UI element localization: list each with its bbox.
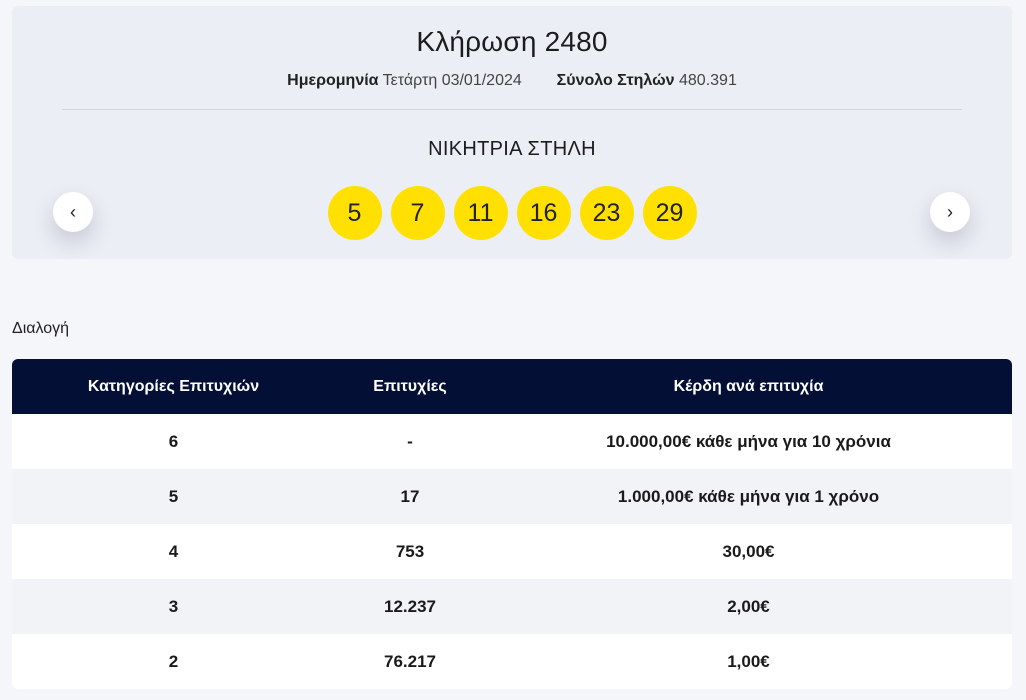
number-ball: 29 (642, 186, 697, 240)
prize-cell: 30,00€ (722, 541, 775, 561)
category-cell: 5 (168, 486, 179, 506)
number-ball: 7 (390, 186, 445, 240)
number-ball: 11 (453, 186, 508, 240)
header-prize: Κέρδη ανά επιτυχία (673, 377, 824, 395)
prize-cell: 10.000,00€ κάθε μήνα για 10 χρόνια (606, 431, 891, 451)
category-cell: 2 (168, 651, 179, 671)
columns-value: 480.391 (679, 72, 737, 89)
draw-title: Κλήρωση 2480 (416, 26, 608, 57)
prize-cell: 2,00€ (727, 596, 770, 616)
columns-label: Σύνολο Στηλών (556, 72, 675, 89)
draw-card: Κλήρωση 2480 Ημερομηνία Τετάρτη 03/01/20… (12, 6, 1012, 259)
table-row: 3 12.237 2,00€ (12, 579, 1012, 634)
table-row: 6 - 10.000,00€ κάθε μήνα για 10 χρόνια (12, 414, 1012, 469)
winners-cell: - (407, 431, 413, 451)
chevron-left-icon: ‹ (70, 201, 76, 222)
number-ball: 16 (516, 186, 571, 240)
number-ball: 23 (579, 186, 634, 240)
category-cell: 6 (168, 431, 179, 451)
date-label: Ημερομηνία (287, 72, 379, 89)
winning-numbers: 5 7 11 16 23 29 (12, 186, 1012, 240)
winners-cell: 17 (400, 486, 420, 506)
winners-cell: 12.237 (384, 596, 436, 616)
winners-cell: 76.217 (384, 651, 436, 671)
table-header: Κατηγορίες Επιτυχιών Επιτυχίες Κέρδη ανά… (12, 359, 1012, 414)
next-draw-button[interactable]: › (930, 192, 970, 232)
prize-cell: 1.000,00€ κάθε μήνα για 1 χρόνο (617, 486, 880, 506)
header-winners: Επιτυχίες (373, 377, 447, 395)
section-label: Διαλογή (12, 320, 70, 337)
divider (62, 109, 962, 110)
chevron-right-icon: › (947, 201, 953, 222)
category-cell: 4 (168, 541, 179, 561)
winners-cell: 753 (395, 541, 425, 561)
table-row: 4 753 30,00€ (12, 524, 1012, 579)
winning-column-title: ΝΙΚΗΤΡΙΑ ΣΤΗΛΗ (428, 138, 596, 160)
table-row: 5 17 1.000,00€ κάθε μήνα για 1 χρόνο (12, 469, 1012, 524)
table-row: 2 76.217 1,00€ (12, 634, 1012, 689)
previous-draw-button[interactable]: ‹ (53, 192, 93, 232)
category-cell: 3 (168, 596, 179, 616)
number-ball: 5 (327, 186, 382, 240)
draw-meta: Ημερομηνία Τετάρτη 03/01/2024 Σύνολο Στη… (12, 72, 1012, 90)
prize-cell: 1,00€ (727, 651, 770, 671)
results-table: Κατηγορίες Επιτυχιών Επιτυχίες Κέρδη ανά… (12, 359, 1012, 689)
date-value: Τετάρτη 03/01/2024 (382, 72, 522, 89)
header-categories: Κατηγορίες Επιτυχιών (87, 377, 260, 395)
